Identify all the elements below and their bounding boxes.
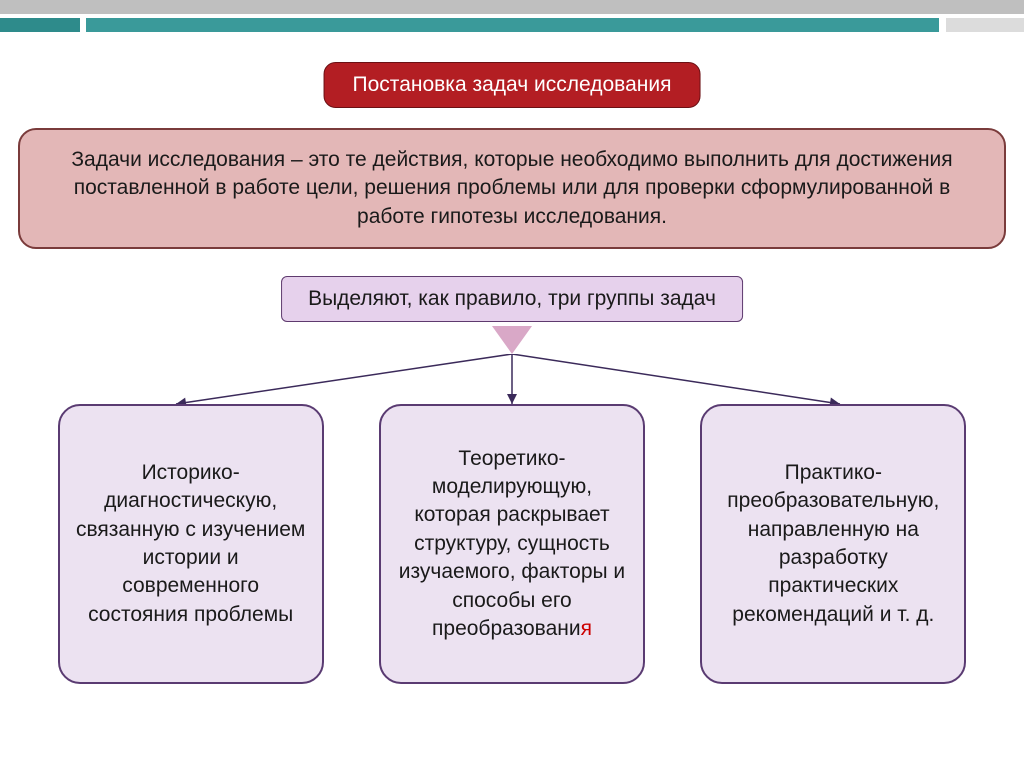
task-box-practical: Практико-преобразовательную, направленну… <box>700 404 966 684</box>
definition-box: Задачи исследования – это те действия, к… <box>18 128 1006 249</box>
task-box-theoretical: Теоретико-моделирующую, которая раскрыва… <box>379 404 645 684</box>
slide: Постановка задач исследования Задачи исс… <box>0 0 1024 767</box>
groups-label: Выделяют, как правило, три группы задач <box>281 276 743 322</box>
decor-stripe-teal <box>0 18 1024 32</box>
decor-stripe-top <box>0 0 1024 14</box>
decor-stripe-end <box>946 18 1024 32</box>
task-row: Историко-диагностическую, связанную с из… <box>0 404 1024 684</box>
title-box: Постановка задач исследования <box>324 62 701 108</box>
down-arrow-icon <box>492 326 532 354</box>
task-box-historical: Историко-диагностическую, связанную с из… <box>58 404 324 684</box>
